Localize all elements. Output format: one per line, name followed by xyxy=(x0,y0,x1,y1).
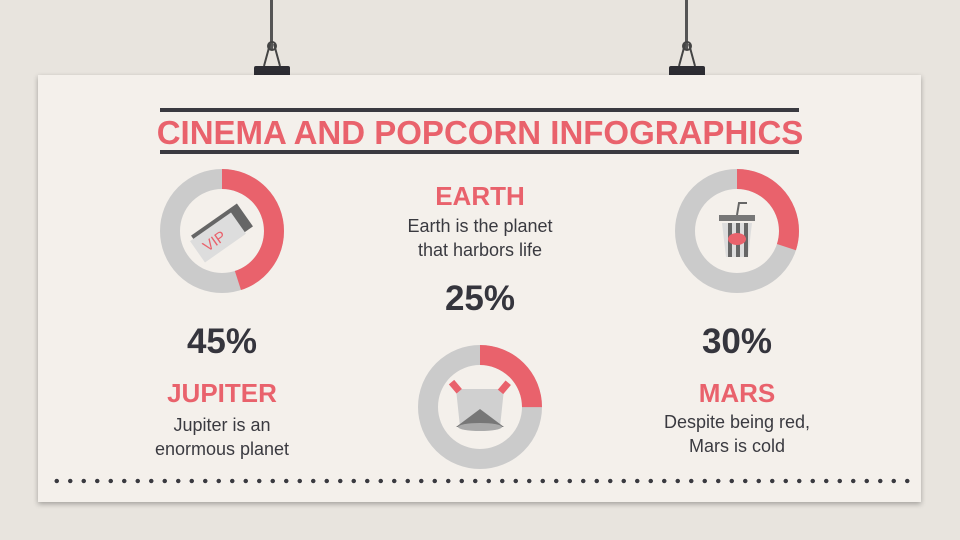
hanging-wire xyxy=(685,0,688,50)
dotted-divider xyxy=(50,478,912,484)
donut-value-arc xyxy=(160,169,284,293)
title-rule-top xyxy=(160,108,799,112)
donut-jupiter: VIP xyxy=(160,169,284,293)
donut-mars xyxy=(675,169,799,293)
spotlights-icon xyxy=(448,379,511,431)
title-rule-bottom xyxy=(160,150,799,154)
donut-value-arc xyxy=(418,345,542,469)
mars-desc-line2: Mars is cold xyxy=(688,436,786,456)
earth-percent: 25% xyxy=(444,279,516,318)
jupiter-desc-line1: Jupiter is an xyxy=(173,415,271,435)
mars-percent: 30% xyxy=(701,322,773,361)
earth-title: EARTH xyxy=(435,181,525,211)
jupiter-desc-line2: enormous planet xyxy=(154,439,290,459)
mars-title: MARS xyxy=(698,378,776,408)
jupiter-title: JUPITER xyxy=(167,378,277,408)
drink-cup-icon xyxy=(719,202,755,257)
jupiter-percent: 45% xyxy=(186,322,258,361)
mars-desc-line1: Despite being red, xyxy=(663,412,811,432)
earth-desc-line2: that harbors life xyxy=(417,240,543,260)
earth-desc-line1: Earth is the planet xyxy=(407,216,553,236)
donut-value-arc xyxy=(675,169,799,293)
page-title: CINEMA AND POPCORN INFOGRAPHICS xyxy=(156,114,804,151)
donut-earth xyxy=(418,345,542,469)
hanging-wire xyxy=(270,0,273,50)
vip-ticket-icon: VIP xyxy=(190,203,253,263)
